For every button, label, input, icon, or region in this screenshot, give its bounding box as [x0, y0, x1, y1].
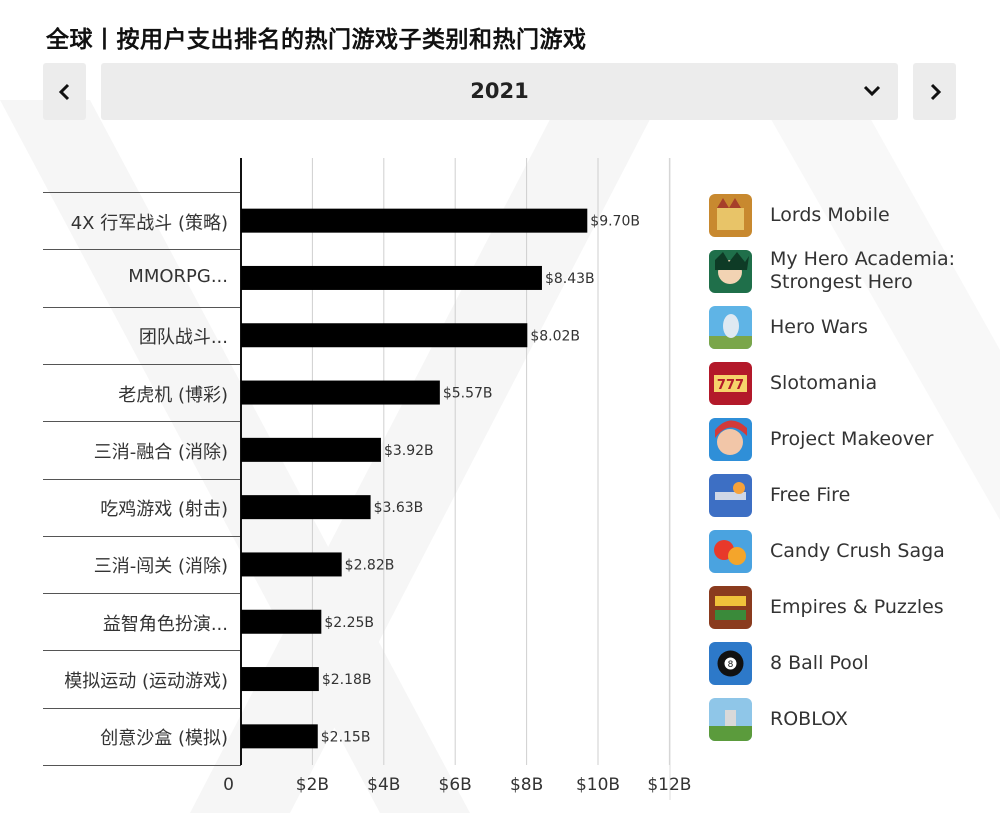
page-title: 全球丨按用户支出排名的热门游戏子类别和热门游戏: [46, 27, 587, 53]
bar: [241, 495, 371, 520]
category-separator: [43, 650, 241, 652]
category-label: 4X 行军战斗 (策略): [70, 212, 228, 234]
category-separator: [43, 363, 241, 365]
chevron-left-icon: [58, 83, 69, 100]
category-separator: [43, 421, 241, 423]
value-label: $2.18B: [322, 672, 372, 688]
project-makeover-icon: [709, 418, 752, 461]
bar: [241, 265, 542, 290]
bar: [241, 609, 322, 634]
top-game-name: 8 Ball Pool: [770, 651, 869, 674]
svg-text:8: 8: [728, 660, 734, 670]
value-label: $9.70B: [590, 214, 640, 230]
value-label: $2.15B: [321, 729, 371, 745]
candy-crush-icon: [709, 530, 752, 573]
category-label: 益智角色扮演...: [102, 613, 228, 635]
category-separator: [43, 192, 241, 193]
previous-year-button[interactable]: [43, 63, 86, 120]
category-label: 模拟运动 (运动游戏): [64, 671, 228, 693]
category-label: 三消-闯关 (消除): [93, 556, 228, 578]
lords-mobile-icon: [709, 194, 752, 237]
bar: [241, 208, 588, 233]
x-tick-label: $4B: [367, 775, 400, 795]
top-game-name: Free Fire: [770, 483, 851, 506]
value-label: $5.57B: [443, 386, 493, 402]
category-separator: [43, 535, 241, 537]
year-value: 2021: [470, 79, 529, 103]
top-game-name: Empires & Puzzles: [770, 595, 944, 618]
bar: [241, 724, 318, 749]
bar: [241, 552, 342, 577]
x-tick-label: $8B: [510, 775, 543, 795]
chevron-down-icon: [863, 85, 881, 97]
category-label: 团队战斗...: [138, 327, 228, 349]
x-tick-label: $2B: [296, 775, 329, 795]
chevron-right-icon: [930, 83, 941, 100]
hero-wars-icon: [709, 306, 752, 349]
x-tick-label: $12B: [647, 775, 691, 795]
empires-puzzles-icon: [709, 586, 752, 629]
top-game-name: Slotomania: [770, 371, 878, 394]
top-game-name: ROBLOX: [770, 707, 848, 730]
category-label: 三消-融合 (消除): [93, 441, 228, 463]
my-hero-academia-icon: [709, 250, 752, 293]
8-ball-pool-icon: 8: [709, 642, 752, 685]
category-separator: [43, 306, 241, 308]
category-label: 吃鸡游戏 (射击): [100, 499, 228, 521]
bar: [241, 437, 381, 462]
x-tick-label: $6B: [439, 775, 472, 795]
year-dropdown[interactable]: 2021: [101, 63, 898, 120]
value-label: $2.25B: [324, 615, 374, 631]
category-label: 老虎机 (博彩): [118, 384, 228, 406]
x-tick-label: 0: [223, 775, 234, 795]
category-separator: [43, 478, 241, 480]
top-game-name: Lords Mobile: [770, 203, 890, 226]
category-separator: [43, 249, 241, 251]
value-label: $3.63B: [374, 500, 424, 516]
svg-text:777: 777: [717, 378, 744, 393]
top-game-name: Candy Crush Saga: [770, 539, 945, 562]
roblox-icon: [709, 698, 752, 741]
value-label: $3.92B: [384, 443, 434, 459]
top-game-name: Project Makeover: [770, 427, 934, 450]
bar: [241, 667, 319, 692]
x-tick-label: $10B: [576, 775, 620, 795]
category-separator: [43, 707, 241, 709]
top-game-name: My Hero Academia: Strongest Hero: [770, 248, 956, 293]
category-separator: [43, 593, 241, 595]
bar: [241, 380, 440, 405]
top-game-name: Hero Wars: [770, 315, 868, 338]
category-label: MMORPG...: [128, 265, 228, 287]
slotomania-icon: 777: [709, 362, 752, 405]
category-separator: [43, 765, 241, 766]
category-label: 创意沙盒 (模拟): [100, 728, 228, 750]
free-fire-icon: [709, 474, 752, 517]
value-label: $8.43B: [545, 271, 595, 287]
value-label: $2.82B: [345, 557, 395, 573]
value-label: $8.02B: [530, 328, 580, 344]
next-year-button[interactable]: [913, 63, 956, 120]
bar: [241, 323, 528, 348]
